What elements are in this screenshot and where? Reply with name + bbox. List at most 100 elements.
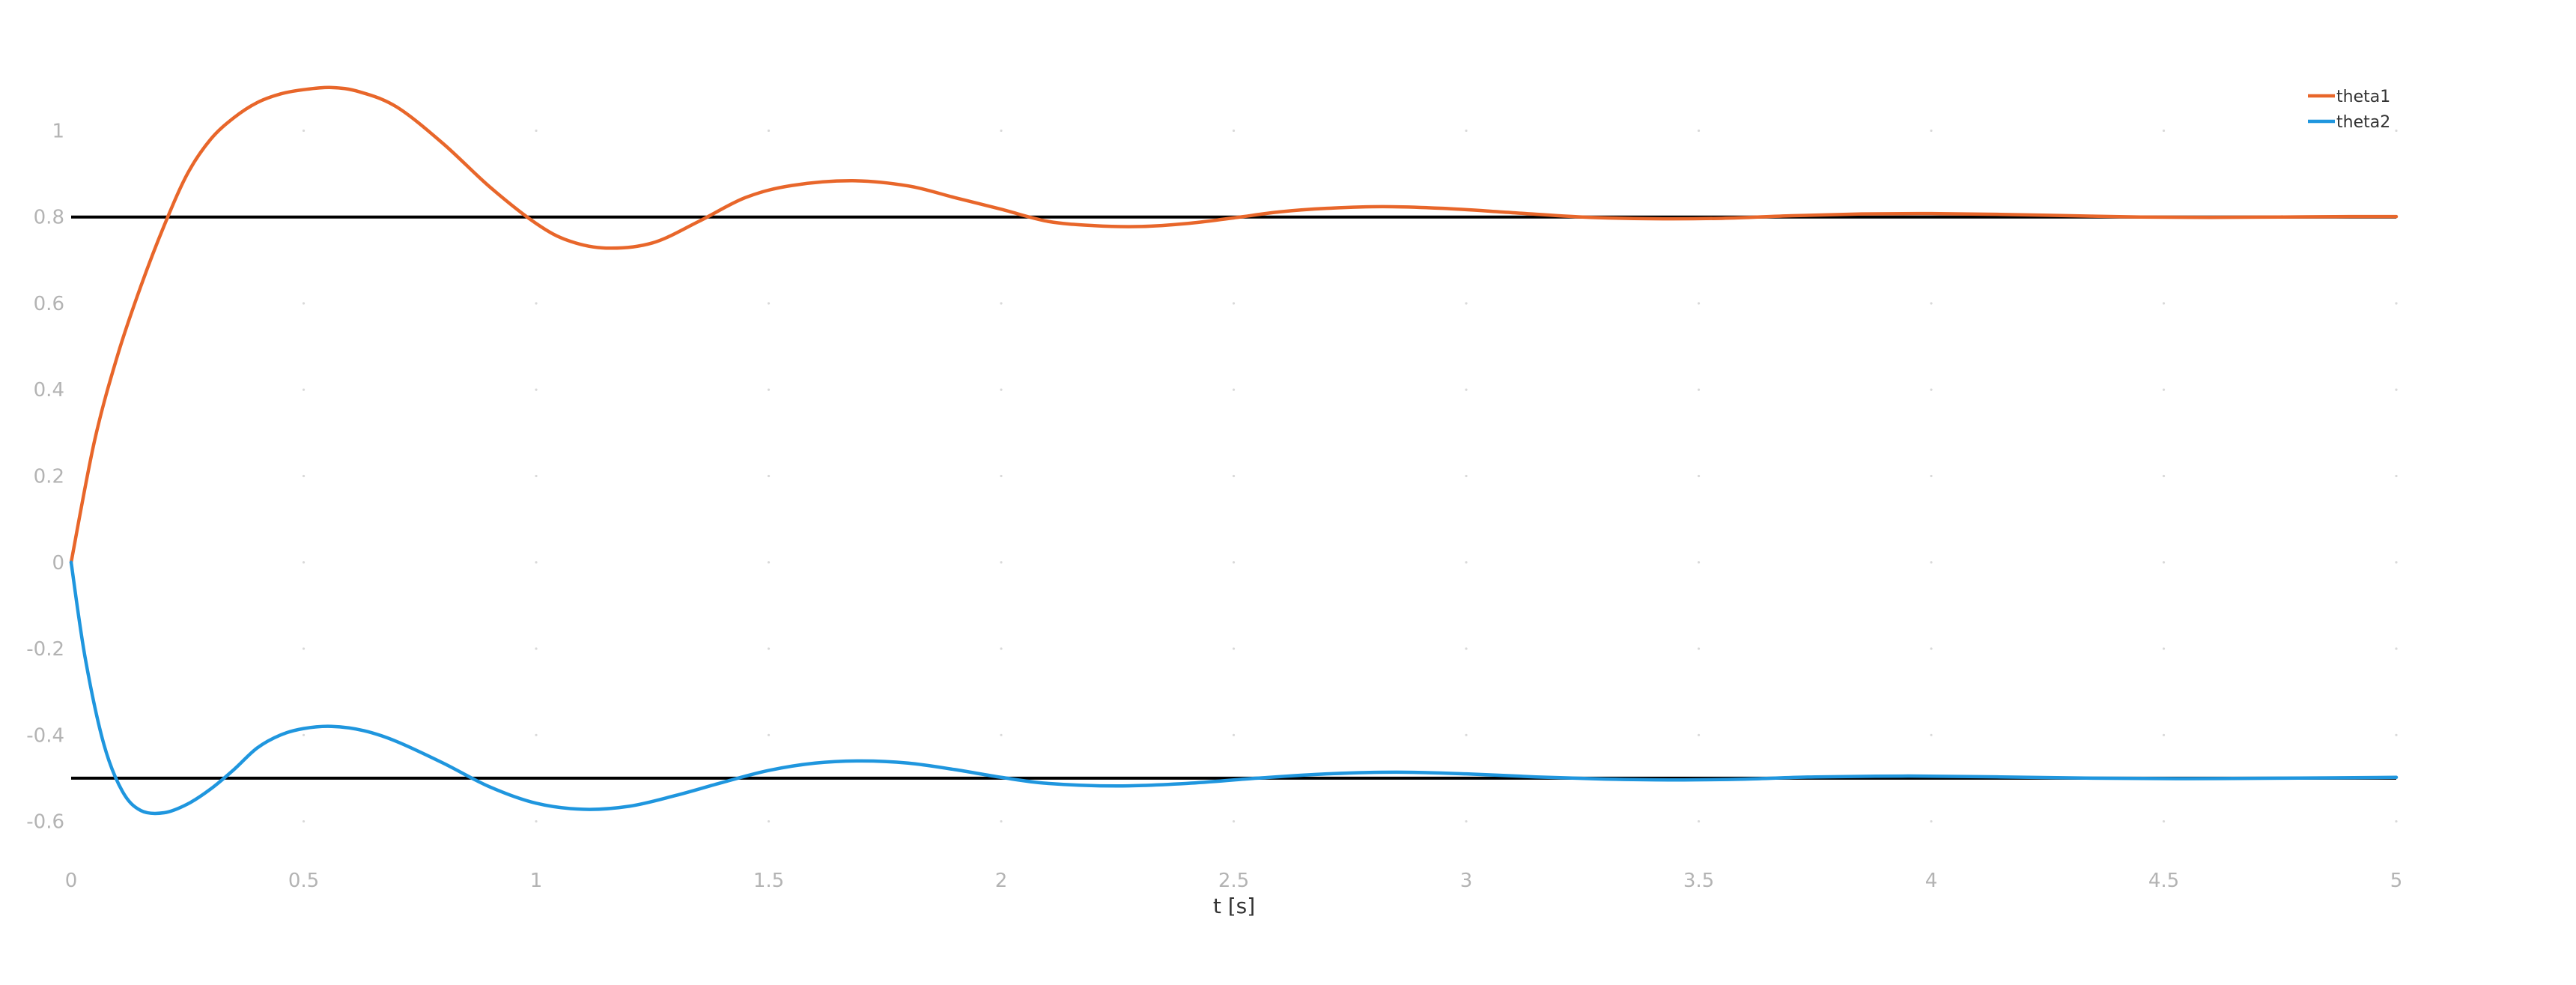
grid-dot	[1930, 561, 1933, 564]
grid-dot	[1465, 733, 1468, 736]
grid-dot	[1000, 733, 1003, 736]
grid-dot	[2395, 819, 2398, 823]
grid-dot	[302, 129, 306, 133]
grid-dot	[1697, 819, 1701, 823]
y-tick-label: 1	[52, 120, 64, 142]
y-axis-ticks: 1 0.8 0.6 0.4 0.2 0 -0.2 -0.4 -0.6	[26, 120, 64, 833]
grid-dot	[767, 647, 771, 650]
grid-dot	[1930, 819, 1933, 823]
grid-dot	[1232, 561, 1236, 564]
grid-dot	[302, 819, 306, 823]
x-tick-label: 1.5	[753, 870, 784, 892]
y-tick-label: 0.2	[34, 466, 64, 488]
grid-dot	[767, 302, 771, 305]
grid-dot	[1232, 388, 1236, 391]
grid-dot	[1000, 819, 1003, 823]
grid-dot	[302, 302, 306, 305]
grid-dot	[1000, 302, 1003, 305]
grid-dot	[767, 129, 771, 133]
grid-dot	[1465, 474, 1468, 478]
grid-dot	[2395, 474, 2398, 478]
grid-dot	[1465, 302, 1468, 305]
grid-dot	[2162, 388, 2166, 391]
grid-dot	[535, 302, 538, 305]
grid-dot	[1930, 388, 1933, 391]
legend-label-theta1: theta1	[2336, 88, 2390, 106]
grid-dot	[1697, 474, 1701, 478]
grid-dot	[1697, 561, 1701, 564]
x-axis-ticks: 0 0.5 1 1.5 2 2.5 3 3.5 4 4.5 5	[65, 870, 2403, 892]
grid-dot	[1232, 474, 1236, 478]
grid-dot	[1697, 733, 1701, 736]
grid-dot	[1000, 388, 1003, 391]
grid-dot	[767, 819, 771, 823]
grid-dot	[2395, 733, 2398, 736]
grid-dot	[2395, 302, 2398, 305]
grid-dot	[535, 129, 538, 133]
grid-dot	[302, 647, 306, 650]
grid-dot	[1697, 129, 1701, 133]
grid-dot	[1232, 819, 1236, 823]
grid-dot	[2162, 819, 2166, 823]
grid-dot	[1465, 819, 1468, 823]
grid-dot	[535, 733, 538, 736]
grid-dot	[767, 474, 771, 478]
grid-dot	[2162, 647, 2166, 650]
grid-dot	[1232, 302, 1236, 305]
y-tick-label: 0.6	[34, 293, 64, 315]
series-group	[69, 85, 2399, 816]
grid-dot	[1232, 733, 1236, 736]
grid-dot	[302, 388, 306, 391]
x-tick-label: 3.5	[1683, 870, 1714, 892]
x-tick-label: 3	[1460, 870, 1473, 892]
grid-dot	[1000, 129, 1003, 133]
x-tick-label: 2	[995, 870, 1008, 892]
legend-label-theta2: theta2	[2336, 113, 2390, 132]
grid-dot	[1465, 561, 1468, 564]
grid-dot	[535, 474, 538, 478]
grid-dot	[1465, 647, 1468, 650]
grid-dot	[1930, 733, 1933, 736]
grid-dot	[1000, 474, 1003, 478]
x-axis-label: t [s]	[1213, 894, 1255, 918]
x-tick-label: 2.5	[1218, 870, 1249, 892]
grid-dot	[767, 561, 771, 564]
y-tick-label: 0.8	[34, 207, 64, 229]
x-tick-label: 1	[530, 870, 543, 892]
y-tick-label: 0.4	[34, 379, 64, 401]
grid-dot	[767, 388, 771, 391]
grid-dot	[1697, 302, 1701, 305]
x-tick-label: 0	[65, 870, 78, 892]
grid-dot	[2395, 647, 2398, 650]
grid-dot	[1465, 388, 1468, 391]
grid-dot	[2162, 474, 2166, 478]
grid-dot	[302, 561, 306, 564]
x-tick-label: 4	[1925, 870, 1938, 892]
grid-dot	[535, 561, 538, 564]
grid-dot	[1930, 129, 1933, 133]
series-line-theta2	[69, 560, 2399, 816]
grid-dot	[1697, 388, 1701, 391]
grid-dot	[1000, 647, 1003, 650]
grid	[302, 129, 2398, 823]
y-tick-label: -0.2	[26, 638, 64, 661]
reference-lines	[71, 215, 2396, 780]
y-tick-label: -0.4	[26, 724, 64, 747]
grid-dot	[2162, 129, 2166, 133]
grid-dot	[302, 733, 306, 736]
grid-dot	[2395, 561, 2398, 564]
legend: theta1 theta2	[2308, 88, 2390, 132]
grid-dot	[1232, 647, 1236, 650]
grid-dot	[535, 647, 538, 650]
y-tick-label: 0	[52, 552, 64, 575]
x-tick-label: 0.5	[288, 870, 319, 892]
grid-dot	[535, 388, 538, 391]
grid-dot	[1465, 129, 1468, 133]
grid-dot	[1930, 474, 1933, 478]
grid-dot	[535, 819, 538, 823]
grid-dot	[1697, 647, 1701, 650]
grid-dot	[1000, 561, 1003, 564]
grid-dot	[2162, 561, 2166, 564]
